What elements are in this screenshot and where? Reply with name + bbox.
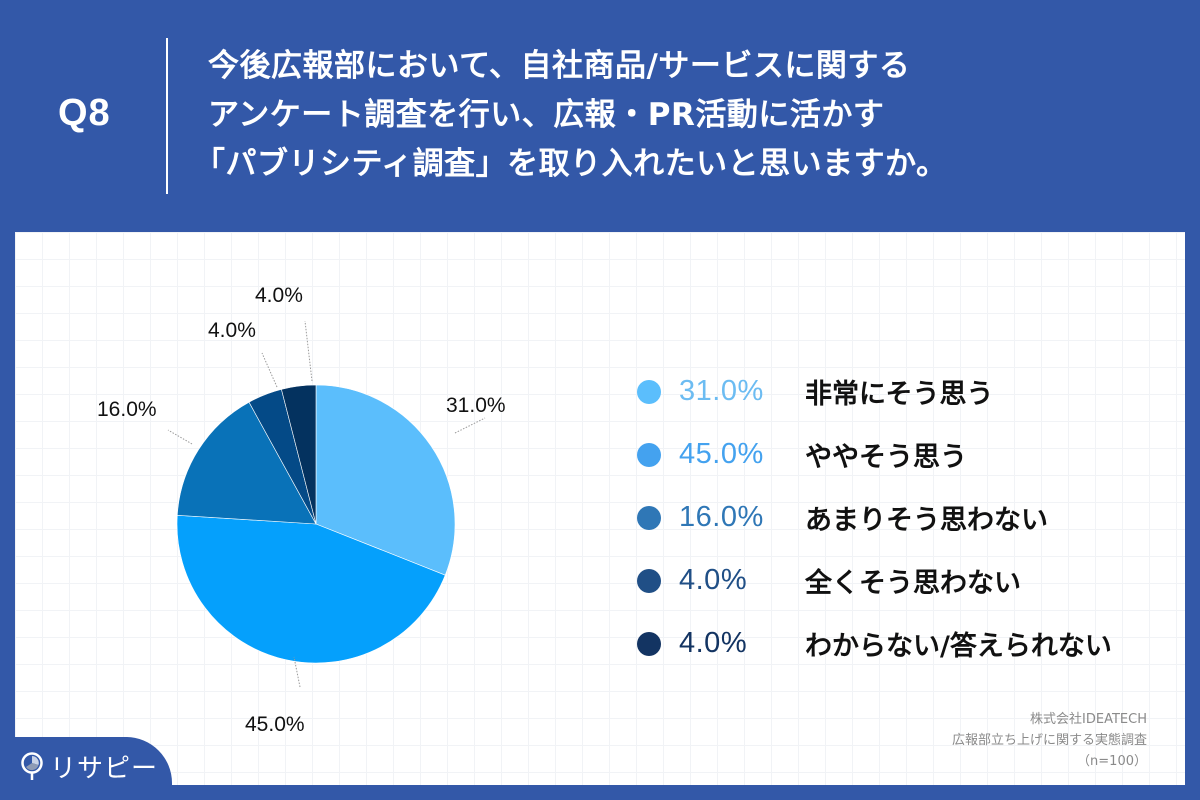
legend-percent: 45.0% [679, 438, 764, 470]
pie-label-not-much: 16.0% [97, 398, 157, 421]
legend-dot-icon [637, 631, 661, 656]
legend-item: 4.0% わからない/答えられない [622, 612, 1182, 675]
legend-percent: 4.0% [679, 627, 748, 659]
legend-percent: 16.0% [679, 501, 764, 533]
title-line: 今後広報部において、自社商品/サービスに関する [208, 48, 911, 84]
source-sample-size: （n=100） [1077, 754, 1147, 769]
legend: 31.0% 非常にそう思う 45.0% ややそう思う 16.0% あまりそう思わ… [622, 360, 1182, 675]
source-note: 株式会社IDEATECH 広報部立ち上げに関する実態調査 （n=100） [952, 709, 1147, 772]
source-survey: 広報部立ち上げに関する実態調査 [951, 733, 1147, 748]
question-title: 今後広報部において、自社商品/サービスに関する アンケート調査を行い、広報・PR… [194, 42, 1148, 189]
title-line: 「パブリシティ調査」を取り入れたいと思いますか。 [194, 146, 948, 182]
legend-percent: 4.0% [679, 564, 748, 596]
legend-label: あまりそう思わない [805, 505, 1048, 536]
legend-dot-icon [637, 505, 661, 530]
brand-pin-icon [21, 752, 43, 780]
legend-label: 全くそう思わない [805, 568, 1021, 599]
pie-label-somewhat: 45.0% [245, 713, 305, 736]
pie-svg [167, 320, 486, 688]
title-line: アンケート調査を行い、広報・PR活動に活かす [208, 97, 885, 133]
pie-slice-very-much [315, 384, 456, 576]
legend-dot-icon [637, 568, 661, 593]
legend-label: 非常にそう思う [805, 379, 994, 410]
legend-dot-icon [637, 442, 661, 467]
pie-slice-dont-know [281, 384, 317, 525]
pie-label-very-much: 31.0% [446, 394, 506, 417]
pie-slice-not-much [176, 401, 317, 525]
header-divider [166, 38, 168, 194]
legend-dot-icon [637, 379, 661, 404]
legend-item: 4.0% 全くそう思わない [622, 549, 1182, 612]
brand-badge: リサピー [0, 737, 172, 800]
leader-line [304, 320, 313, 382]
pie-label-dont-know: 4.0% [255, 284, 303, 307]
source-company: 株式会社IDEATECH [1030, 712, 1147, 727]
header: Q8 今後広報部において、自社商品/サービスに関する アンケート調査を行い、広報… [0, 0, 1200, 232]
question-number: Q8 [58, 92, 111, 134]
legend-item: 31.0% 非常にそう思う [622, 360, 1182, 423]
legend-label: わからない/答えられない [805, 631, 1112, 662]
brand-name: リサピー [50, 754, 159, 784]
chart-card: 31.0% 45.0% 16.0% 4.0% 4.0% 31.0% 非常にそう思… [15, 232, 1185, 785]
leader-line [293, 656, 301, 688]
leader-line [261, 352, 278, 388]
leader-line [167, 429, 193, 445]
pie-slice-somewhat [176, 514, 446, 664]
legend-percent: 31.0% [679, 375, 764, 407]
legend-item: 16.0% あまりそう思わない [622, 486, 1182, 549]
legend-item: 45.0% ややそう思う [622, 423, 1182, 486]
legend-label: ややそう思う [805, 442, 967, 473]
pie-chart: 31.0% 45.0% 16.0% 4.0% 4.0% [15, 232, 615, 785]
leader-line [454, 417, 486, 434]
pie-label-not-at-all: 4.0% [208, 319, 256, 342]
